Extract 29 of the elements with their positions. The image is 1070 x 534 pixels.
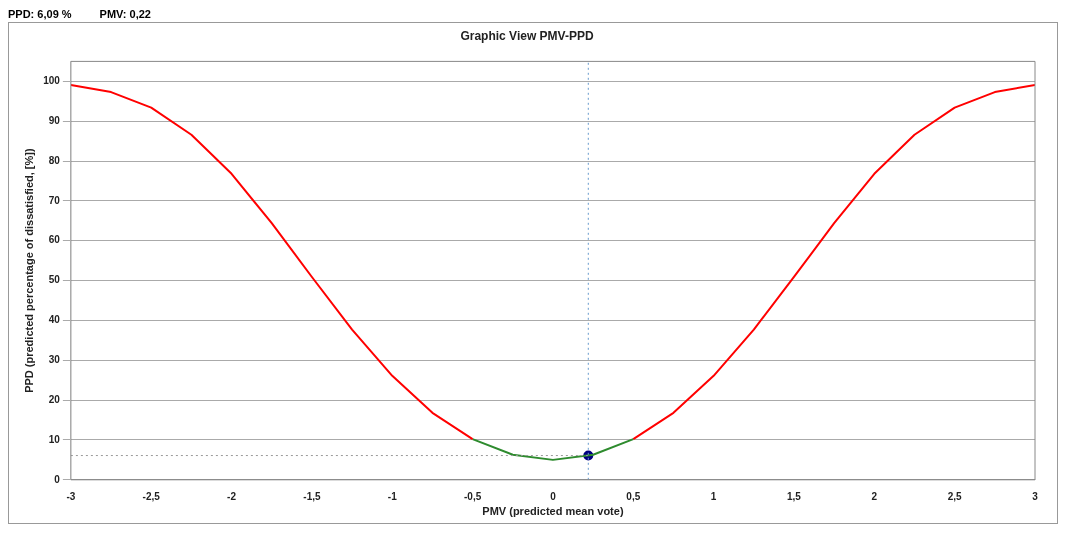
y-tick-label: 50 xyxy=(48,274,61,286)
x-tick-label: -1 xyxy=(387,490,398,502)
x-tick-label: 1 xyxy=(710,490,717,502)
x-tick-label: -0,5 xyxy=(463,490,482,502)
x-axis-title: PMV (predicted mean vote) xyxy=(482,505,624,518)
x-tick-label: 0 xyxy=(550,490,557,502)
y-tick-label: 20 xyxy=(48,393,61,405)
x-tick-label: 2,5 xyxy=(947,490,963,502)
x-tick-label: 3 xyxy=(1032,490,1039,502)
y-tick-label: 60 xyxy=(48,234,61,246)
x-tick-label: 2 xyxy=(871,490,878,502)
y-tick-label: 0 xyxy=(54,473,61,485)
chart-title: Graphic View PMV-PPD xyxy=(460,28,594,43)
y-tick-label: 80 xyxy=(48,154,61,166)
x-tick-label: 1,5 xyxy=(787,490,802,502)
x-tick-label: -2,5 xyxy=(142,490,161,502)
text: PMV: 0,22 xyxy=(99,8,151,22)
x-tick-label: 0,5 xyxy=(626,490,641,502)
y-tick-label: 30 xyxy=(48,354,61,366)
y-tick-label: 100 xyxy=(43,75,61,87)
y-tick-label: 10 xyxy=(48,433,61,445)
x-tick-label: -2 xyxy=(227,490,237,502)
y-tick-label: 40 xyxy=(48,314,61,326)
y-tick-label: 70 xyxy=(48,194,61,206)
y-axis-title: PPD (predicted percentage of dissatisfied, [%]) xyxy=(22,148,35,393)
x-tick-label: -3 xyxy=(66,490,76,502)
y-tick-label: 90 xyxy=(48,114,61,126)
x-tick-label: -1,5 xyxy=(303,490,321,502)
text: PPD: 6,09 % xyxy=(8,8,72,22)
